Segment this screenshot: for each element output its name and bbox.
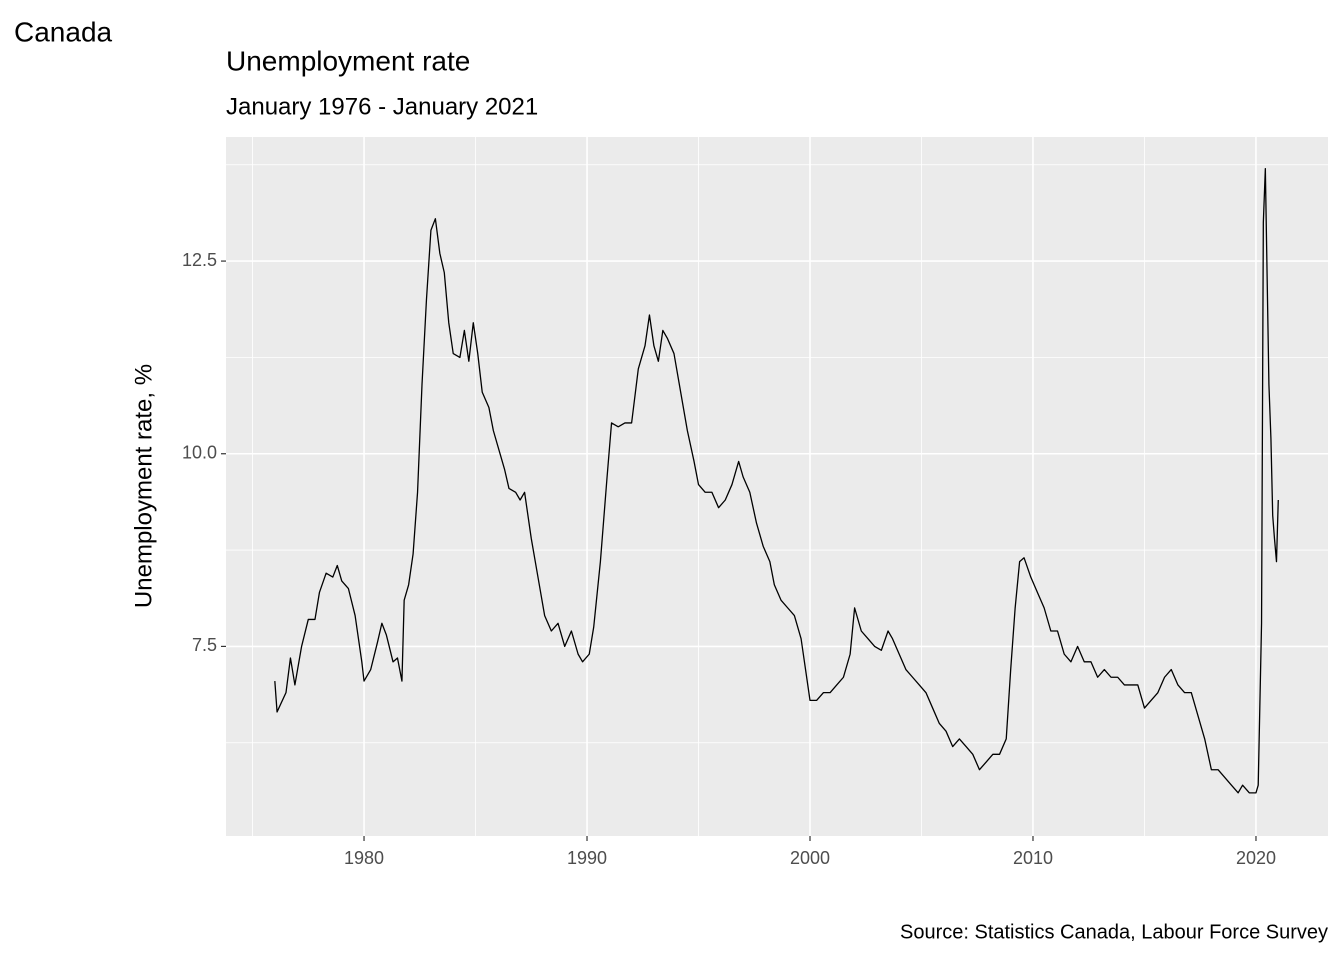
chart-title: Unemployment rate	[226, 45, 470, 76]
y-tick-label: 7.5	[192, 635, 217, 655]
data-line	[274, 167, 1279, 794]
x-tick-label: 1980	[344, 848, 384, 868]
y-tick-label: 10.0	[182, 442, 217, 462]
x-tick-label: 2010	[1013, 848, 1053, 868]
panel	[226, 137, 1328, 836]
header: Canada	[14, 16, 113, 47]
x-tick-label: 2020	[1236, 848, 1276, 868]
chart-subtitle: January 1976 - January 2021	[226, 93, 538, 120]
x-tick-label: 2000	[790, 848, 830, 868]
y-axis-title: Unemployment rate, %	[130, 364, 157, 608]
y-tick-label: 12.5	[182, 250, 217, 270]
x-tick-label: 1990	[567, 848, 607, 868]
caption: Source: Statistics Canada, Labour Force …	[900, 921, 1328, 943]
